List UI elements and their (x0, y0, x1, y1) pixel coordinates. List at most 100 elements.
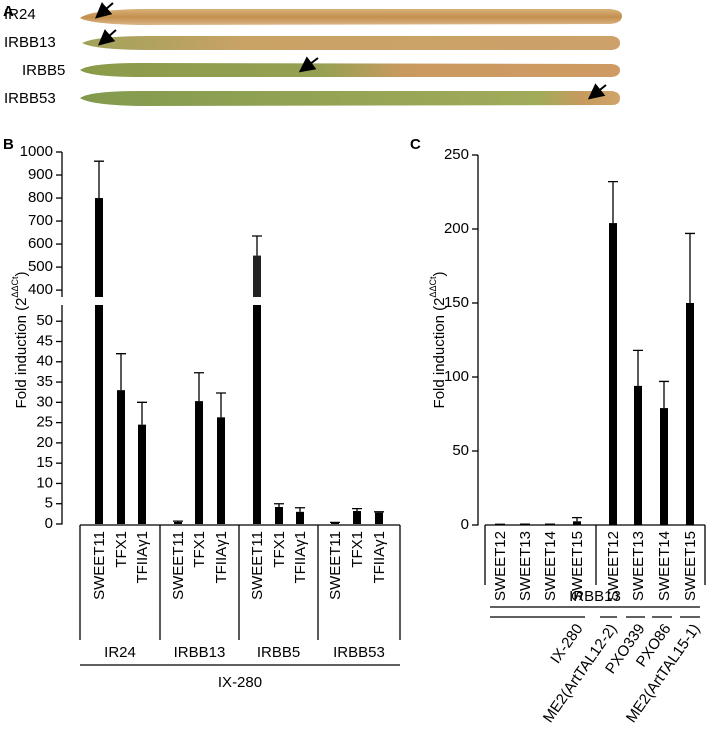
x-tick-label: SWEET12 (492, 531, 509, 601)
y-tick-label: 800 (28, 189, 53, 206)
arrow (97, 29, 117, 46)
x-tick-label: SWEET14 (542, 531, 559, 601)
error-bar (194, 372, 204, 402)
bar (609, 223, 617, 525)
error-bar (374, 511, 384, 513)
y-tick-label: 10 (36, 474, 53, 491)
error-bar (352, 507, 362, 512)
y-axis-label-sup: ΔΔCt (428, 276, 438, 298)
y-tick-label: 20 (36, 434, 53, 451)
bar (253, 305, 261, 524)
y-tick-label: 45 (36, 332, 53, 349)
x-tick-label: TFIIAγ1 (213, 531, 230, 584)
y-tick-label: 50 (36, 312, 53, 329)
error-bar (572, 516, 582, 522)
sample-label: IR24 (4, 6, 36, 23)
y-tick-label: 25 (36, 414, 53, 431)
sample-label: IRBB53 (4, 90, 56, 107)
y-tick-label: 600 (28, 235, 53, 252)
group-label: IRBB5 (257, 644, 300, 661)
bar (95, 305, 103, 524)
bar (353, 511, 361, 524)
x-tick-label: SWEET13 (517, 531, 534, 601)
arrow (587, 83, 607, 100)
error-bar (216, 392, 226, 418)
y-tick-label: 50 (452, 442, 469, 459)
bar (275, 506, 283, 524)
bar (375, 512, 383, 524)
y-tick-label: 250 (444, 146, 469, 163)
y-tick-label: 200 (444, 220, 469, 237)
y-tick-label: 100 (444, 368, 469, 385)
x-tick-label: TFX1 (113, 531, 130, 568)
panel-label: C (410, 136, 421, 153)
error-bar (295, 507, 305, 512)
leaf (80, 9, 622, 25)
error-bar (116, 353, 126, 391)
y-tick-label: 1000 (20, 143, 53, 160)
y-tick-label: 150 (444, 294, 469, 311)
x-tick-label: SWEET13 (630, 531, 647, 601)
group-label: IR24 (104, 644, 136, 661)
error-bar (633, 349, 643, 386)
bar (117, 390, 125, 524)
y-tick-label: 15 (36, 454, 53, 471)
bar (95, 198, 103, 297)
panel-label: B (3, 136, 14, 153)
y-tick-label: 5 (45, 495, 53, 512)
x-tick-label: SWEET12 (605, 531, 622, 601)
error-bar (608, 180, 618, 224)
error-bar (173, 520, 183, 522)
bar (138, 424, 146, 524)
bar (331, 522, 339, 524)
y-tick-label: 900 (28, 166, 53, 183)
bar (686, 303, 694, 525)
bar (546, 524, 554, 526)
error-bar (94, 160, 104, 199)
x-tick-label: TFIIAγ1 (292, 531, 309, 584)
bar (521, 524, 529, 526)
x-tick-label: TFX1 (271, 531, 288, 568)
x-tick-label: SWEET11 (170, 531, 187, 600)
error-bar (659, 380, 669, 409)
y-tick-label: 400 (28, 281, 53, 298)
x-tick-label: SWEET11 (91, 531, 108, 600)
y-axis-label-text: Fold induction (2 (13, 298, 30, 409)
y-tick-label: 700 (28, 212, 53, 229)
x-tick-label: TFX1 (349, 531, 366, 568)
x-tick-label: TFIIAγ1 (371, 531, 388, 584)
bar (496, 524, 504, 526)
y-tick-label: 0 (461, 516, 469, 533)
y-axis-label-end: ) (13, 272, 30, 277)
group-label: IRBB53 (333, 644, 385, 661)
y-axis-label-sup: ΔΔCt (10, 276, 20, 298)
x-tick-label: SWEET11 (327, 531, 344, 600)
x-tick-label: SWEET15 (569, 531, 586, 601)
leaf (80, 91, 620, 106)
x-tick-label: SWEET15 (682, 531, 699, 601)
error-bar (274, 503, 284, 507)
arrow (298, 56, 319, 73)
y-tick-label: 35 (36, 373, 53, 390)
y-axis-label-end: ) (431, 272, 448, 277)
sample-label: IRBB13 (4, 34, 56, 51)
error-bar (252, 235, 262, 256)
x-tick-label: SWEET14 (656, 531, 673, 601)
error-bar (685, 232, 695, 303)
y-tick-label: 500 (28, 258, 53, 275)
bar (573, 521, 581, 525)
panel-label: A (3, 3, 14, 20)
y-tick-label: 30 (36, 393, 53, 410)
leaf (80, 63, 620, 77)
group-label: IRBB13 (174, 644, 226, 661)
error-bar (137, 401, 147, 425)
sample-label: IRBB5 (22, 62, 65, 79)
x-tick-label: SWEET11 (249, 531, 266, 600)
group-title: IX-280 (218, 674, 262, 691)
arrow (94, 2, 114, 19)
bar (660, 408, 668, 525)
y-tick-label: 0 (45, 515, 53, 532)
bar (217, 417, 225, 524)
x-tick-label: TFIIAγ1 (134, 531, 151, 584)
